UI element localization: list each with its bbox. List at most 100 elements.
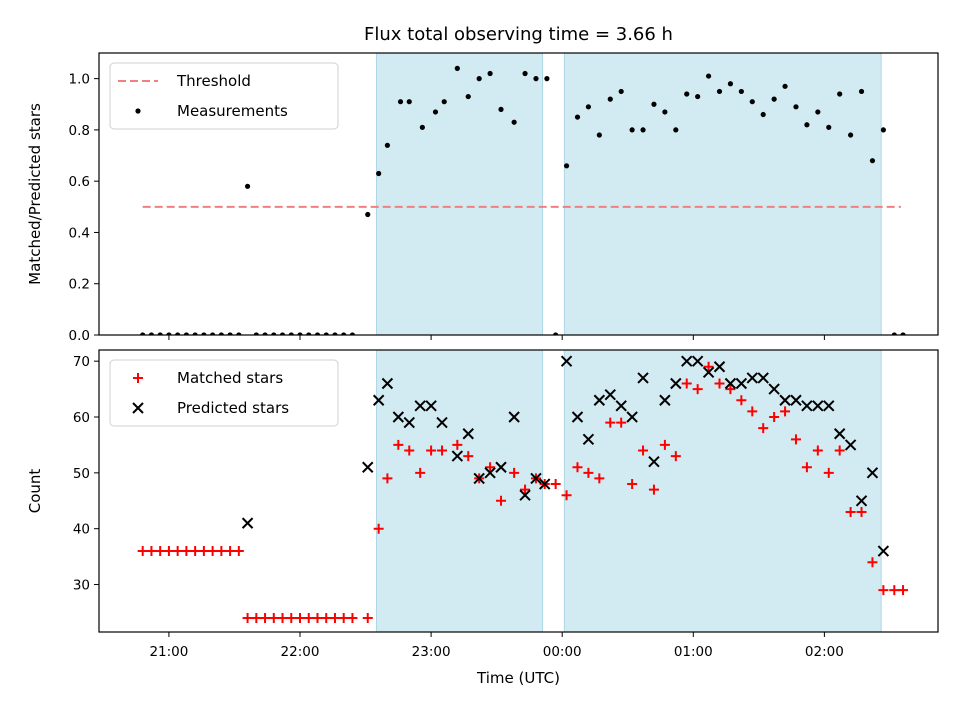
matched-star-point — [801, 462, 812, 473]
measurement-point — [815, 109, 821, 115]
matched-star-point — [382, 473, 393, 484]
predicted-star-point — [855, 495, 868, 507]
matched-star-point — [242, 613, 253, 624]
predicted-star-point — [681, 355, 693, 367]
predicted-star-point — [713, 361, 726, 373]
matched-star-point — [561, 490, 572, 501]
predicted-star-point — [451, 450, 464, 462]
measurement-point — [651, 101, 657, 107]
measurement-point — [662, 109, 668, 115]
measurement-point — [607, 96, 613, 102]
measurement-point — [288, 332, 294, 335]
predicted-star-point — [462, 428, 474, 440]
measurement-point — [487, 70, 493, 77]
measurement-point — [544, 76, 550, 82]
predicted-star-point — [626, 411, 638, 423]
measurement-point — [465, 93, 471, 100]
y-tick-label: 50 — [73, 466, 90, 482]
matched-star-point — [404, 445, 415, 456]
predicted-star-point — [484, 467, 496, 479]
predicted-star-point — [392, 411, 405, 423]
matched-star-point — [225, 546, 236, 557]
predicted-star-point — [473, 472, 485, 485]
legend-label: Predicted stars — [177, 399, 289, 417]
x-tick-label: 01:00 — [674, 644, 713, 660]
predicted-star-point — [403, 416, 415, 429]
matched-star-point — [594, 473, 605, 484]
measurement-point — [629, 127, 635, 133]
matched-star-point — [362, 613, 373, 624]
legend-label: Threshold — [176, 72, 251, 90]
measurement-point — [306, 332, 312, 335]
predicted-star-point — [768, 383, 780, 395]
matched-star-point — [190, 546, 201, 557]
shaded-interval-0 — [375, 53, 544, 335]
predicted-star-point — [746, 372, 758, 384]
matched-star-point — [823, 467, 834, 478]
axes-frame-0 — [98, 52, 939, 336]
measurement-point — [553, 332, 559, 335]
x-tick-label: 02:00 — [805, 644, 844, 660]
measurement-point — [684, 91, 690, 97]
predicted-star-point — [571, 411, 584, 423]
measurement-point — [166, 332, 172, 335]
matched-star-point — [172, 546, 183, 557]
matched-star-point — [616, 417, 627, 428]
matched-star-point — [338, 613, 349, 624]
predicted-star-point — [801, 400, 813, 412]
matched-star-point — [898, 585, 909, 596]
measurement-point — [727, 81, 734, 87]
y-tick-label: 0.4 — [69, 225, 90, 241]
matched-star-point — [463, 451, 474, 462]
matched-star-point — [520, 484, 531, 495]
predicted-star-point — [593, 394, 606, 406]
y-tick-label: 0.6 — [69, 174, 90, 190]
x-axis-label: Time (UTC) — [476, 669, 560, 687]
measurement-point — [349, 332, 356, 335]
predicted-star-point — [495, 461, 507, 473]
chart-title: Flux total observing time = 3.66 h — [364, 24, 673, 45]
measurement-point — [848, 132, 854, 138]
predicted-star-point — [381, 377, 394, 390]
measurement-point — [511, 119, 517, 125]
predicted-star-point — [724, 377, 737, 390]
measurement-point — [749, 99, 755, 105]
matched-star-point — [181, 546, 192, 557]
predicted-star-point — [691, 355, 704, 367]
measurement-point — [574, 114, 581, 120]
matched-star-point — [426, 445, 437, 456]
measurement-point — [891, 332, 897, 335]
plot-area-1 — [137, 350, 909, 632]
legend-measurement-swatch — [135, 108, 141, 114]
measurement-point — [227, 332, 233, 335]
measurement-point — [406, 99, 412, 105]
matched-star-point — [692, 384, 703, 395]
y-tick-label: 60 — [73, 410, 90, 426]
measurement-point — [323, 332, 329, 335]
measurement-point — [858, 88, 865, 95]
matched-star-point — [736, 395, 747, 406]
measurement-point — [297, 332, 303, 335]
measurement-point — [498, 106, 504, 112]
matched-star-point — [648, 484, 659, 495]
predicted-star-point — [530, 472, 542, 485]
matched-star-point — [812, 445, 823, 456]
measurement-point — [332, 332, 338, 335]
predicted-star-point — [735, 377, 748, 390]
y-tick-label: 30 — [73, 578, 90, 594]
measurement-point — [596, 132, 602, 138]
matched-star-point — [268, 613, 279, 624]
measurement-point — [533, 76, 539, 82]
measurement-point — [432, 109, 439, 115]
matched-star-point — [681, 378, 692, 389]
matched-star-point — [347, 613, 358, 624]
measurement-point — [771, 96, 777, 102]
predicted-star-point — [877, 545, 890, 557]
legend-label: Matched stars — [177, 369, 283, 387]
x-tick-label: 00:00 — [543, 644, 582, 660]
y-tick-label: 70 — [73, 354, 90, 370]
measurement-point — [900, 332, 906, 335]
matched-star-point — [583, 467, 594, 478]
matched-star-point — [550, 479, 561, 490]
